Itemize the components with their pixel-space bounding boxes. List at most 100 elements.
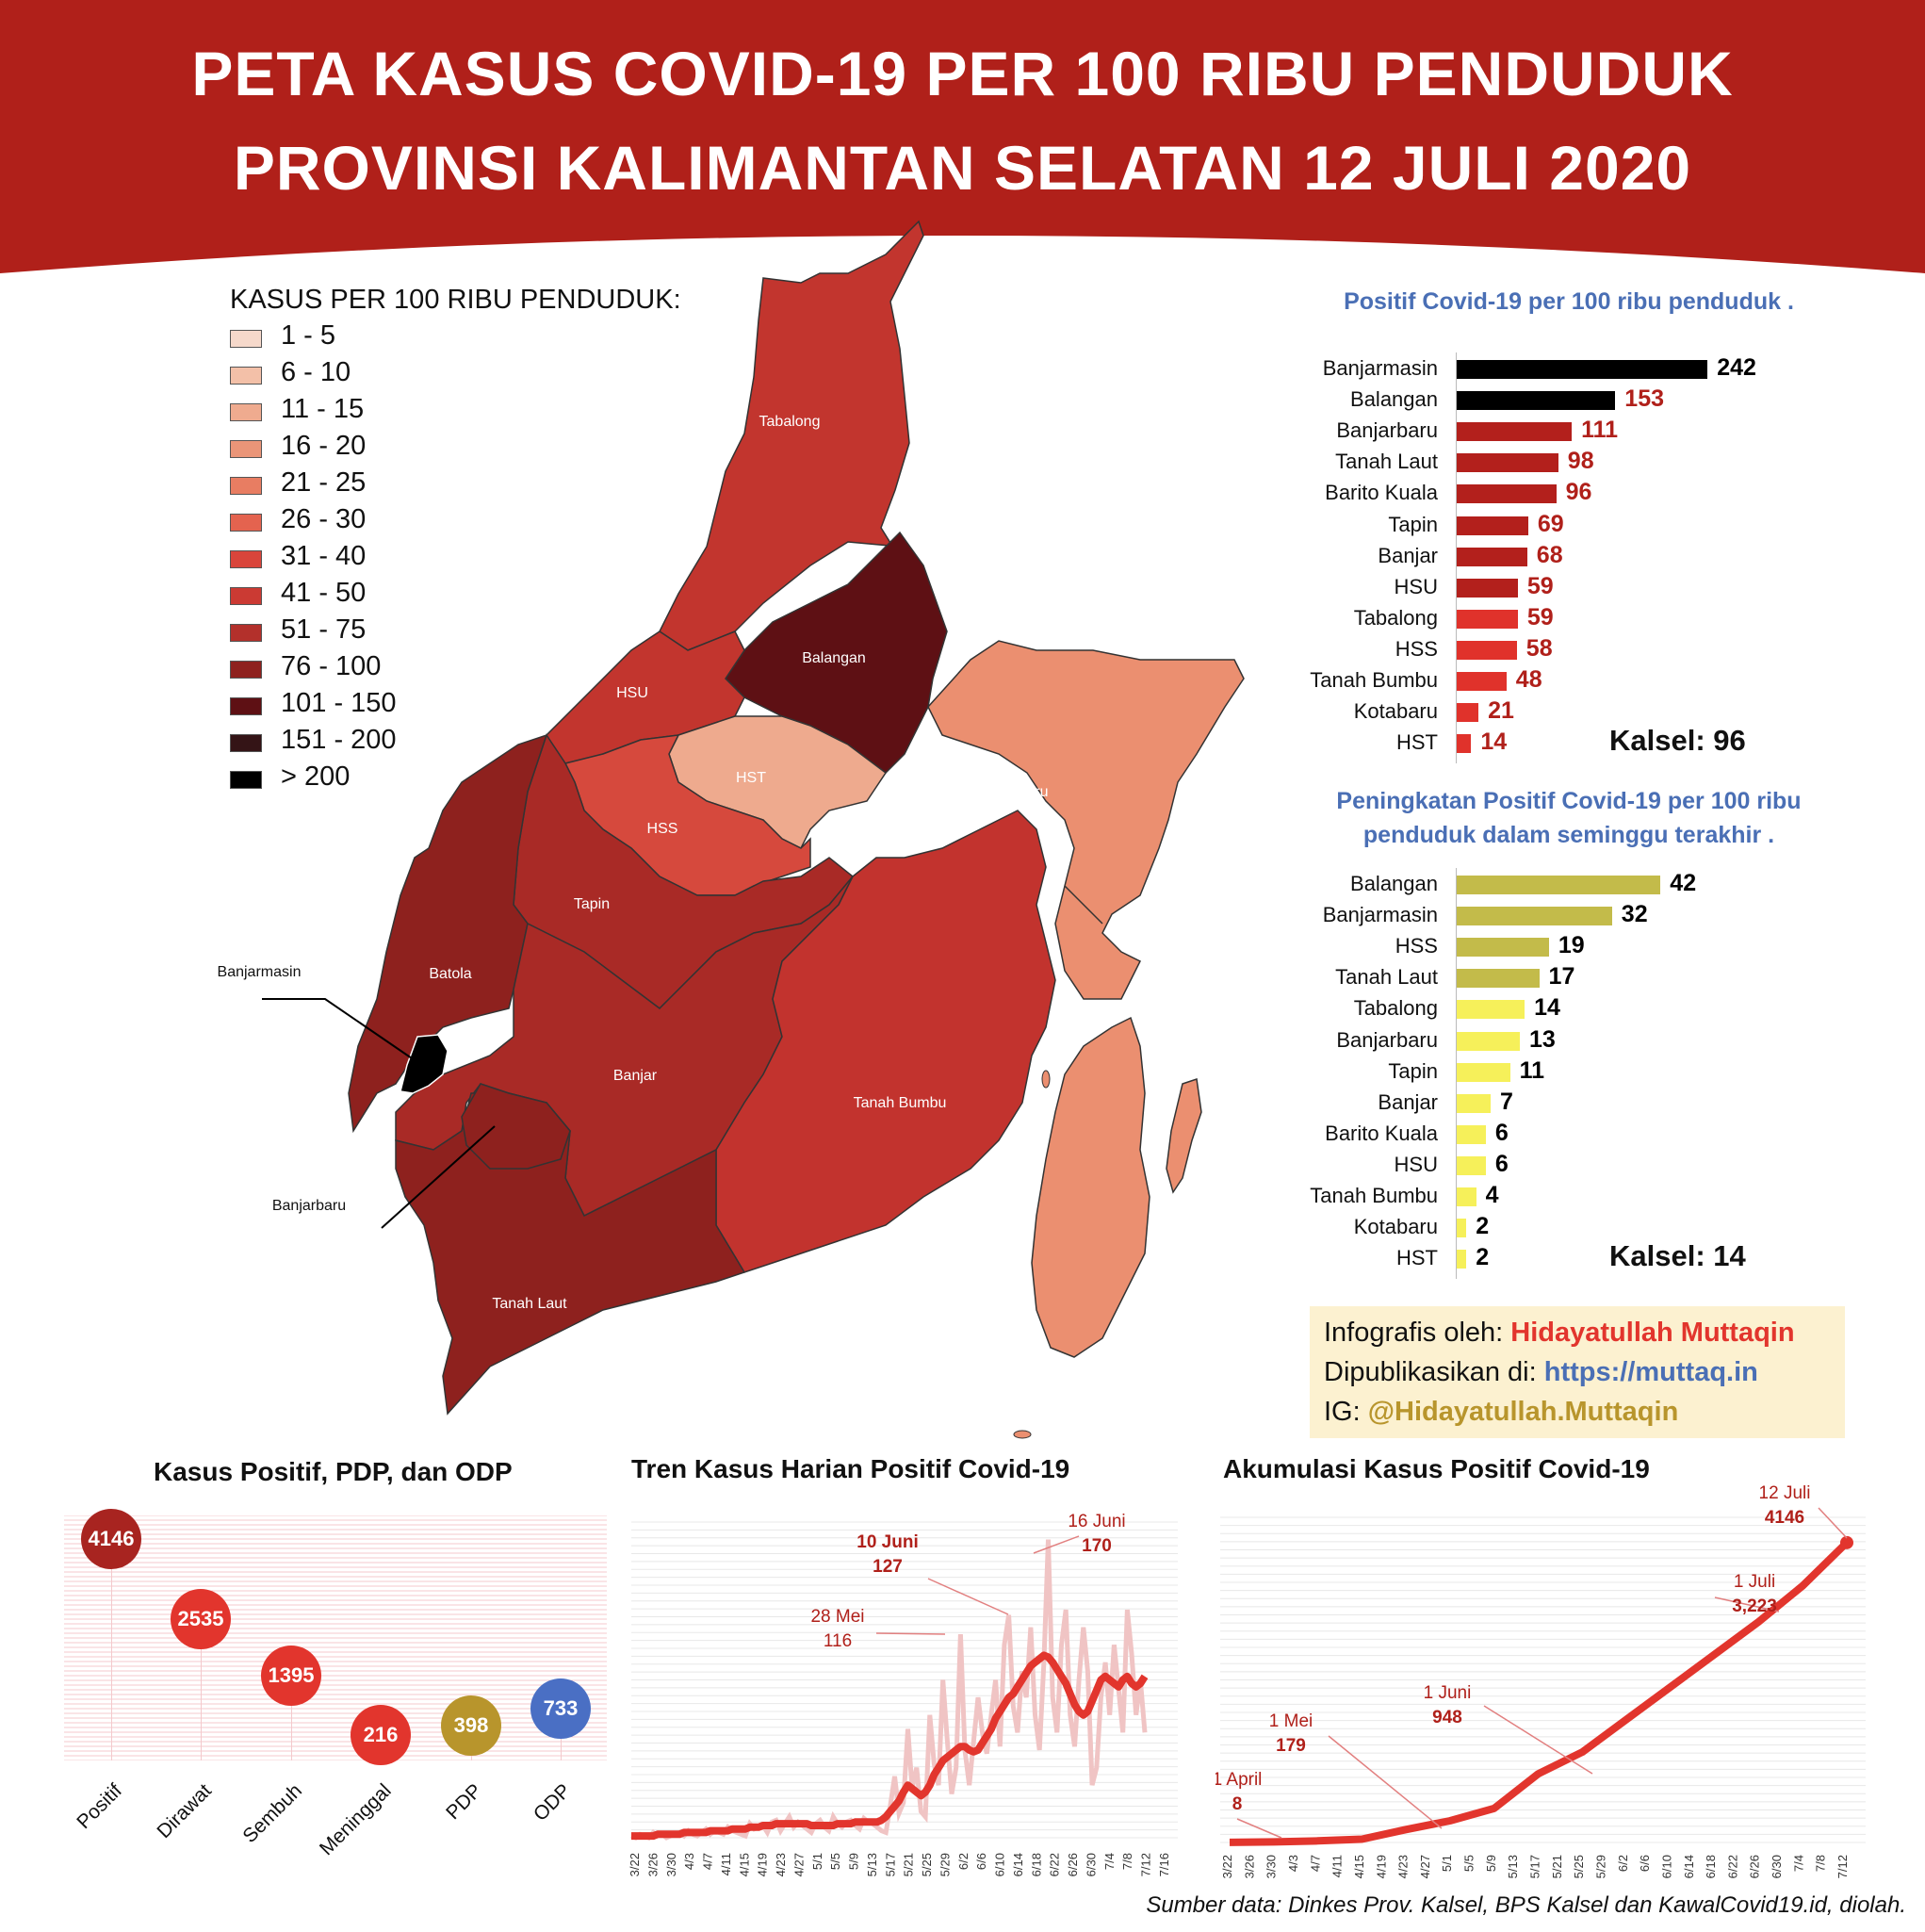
legend-label: 11 - 15	[281, 394, 365, 424]
legend-label: 51 - 75	[281, 614, 367, 645]
bar-label: HSS	[1395, 636, 1438, 661]
bar	[1457, 484, 1557, 504]
bar	[1457, 422, 1573, 442]
bar-value: 58	[1525, 634, 1553, 662]
bar-value: 59	[1526, 603, 1554, 630]
bar-label: Banjarbaru	[1336, 418, 1438, 443]
x-tick-label: 4/23	[1396, 1855, 1411, 1878]
bar	[1457, 734, 1472, 754]
region-tanah-bumbu[interactable]	[715, 810, 1056, 1273]
region-banjarbaru[interactable]	[461, 1083, 571, 1170]
x-tick-label: 5/9	[847, 1853, 861, 1870]
bar-label: HSU	[1394, 574, 1438, 598]
bar-label: Balangan	[1350, 387, 1438, 412]
x-tick-label: 6/6	[974, 1853, 988, 1870]
bar	[1457, 547, 1527, 566]
map-label-tabalong: Tabalong	[759, 414, 821, 430]
bar-value: 21	[1488, 697, 1514, 725]
legend-label: > 200	[281, 761, 351, 792]
bar	[1457, 360, 1708, 379]
map-label-hst: HST	[736, 770, 766, 786]
x-tick-label: 5/5	[1462, 1855, 1476, 1872]
bar-label: Balangan	[1350, 872, 1438, 895]
bar	[1457, 1219, 1467, 1238]
annotation-leader	[1033, 1535, 1080, 1554]
bar-label: Kotabaru	[1353, 699, 1438, 724]
positif-chart-title: Positif Covid-19 per 100 ribu penduduk .	[1344, 288, 1794, 315]
annotation-date: 1 Juli	[1734, 1572, 1775, 1592]
annotation-value: 8	[1232, 1794, 1243, 1814]
daily-trend-title: Tren Kasus Harian Positif Covid-19	[631, 1454, 1070, 1483]
region-kotabaru[interactable]	[927, 640, 1245, 1000]
legend-label: 26 - 30	[281, 504, 367, 534]
bar	[1457, 672, 1507, 691]
bar-value: 98	[1567, 448, 1594, 475]
bar-value: 17	[1548, 963, 1575, 991]
bar-label: Tabalong	[1353, 605, 1438, 630]
map-label-banjarmasin: Banjarmasin	[218, 964, 302, 980]
bar-label: Barito Kuala	[1325, 1121, 1438, 1145]
publish-url-link[interactable]: https://muttaq.in	[1543, 1357, 1758, 1387]
annotation-value: 170	[1082, 1536, 1112, 1556]
bar-label: HST	[1396, 730, 1438, 755]
bar	[1457, 1000, 1525, 1020]
region-kotabaru-island[interactable]	[1031, 1016, 1150, 1358]
annotation-date: 1 Mei	[1269, 1711, 1313, 1731]
x-tick-label: 5/17	[883, 1853, 897, 1876]
bar-label: Tapin	[1388, 512, 1438, 536]
credit-box: Infografis oleh: Hidayatullah Muttaqin D…	[1310, 1306, 1845, 1438]
credit-line-publish: Dipublikasikan di: https://muttaq.in	[1324, 1357, 1758, 1387]
legend-label: 21 - 25	[281, 467, 367, 498]
map-label-hsu: HSU	[616, 685, 648, 701]
annotation-value: 127	[873, 1557, 903, 1577]
legend-swatch	[230, 587, 262, 605]
annotation-leader	[1483, 1705, 1593, 1775]
legend-swatch	[230, 697, 262, 715]
region-kotabaru-islet[interactable]	[1166, 1078, 1202, 1194]
bar-value: 42	[1670, 870, 1697, 896]
annotation-leader	[1328, 1735, 1443, 1829]
x-tick-label: 5/13	[865, 1853, 879, 1876]
bubble-odp: 733	[530, 1678, 591, 1739]
map-label-banjarbaru: Banjarbaru	[272, 1198, 346, 1214]
cumulative-end-point	[1840, 1535, 1853, 1549]
bar	[1457, 703, 1479, 723]
x-tick-label: 5/21	[1550, 1855, 1564, 1878]
x-tick-label: 5/25	[1572, 1855, 1586, 1878]
x-tick-label: 7/8	[1120, 1853, 1134, 1870]
x-tick-label: 5/1	[1440, 1855, 1454, 1872]
x-tick-label: 3/30	[1264, 1855, 1279, 1878]
x-tick-label: 4/7	[701, 1853, 715, 1870]
x-tick-label: 5/13	[1506, 1855, 1520, 1878]
x-tick-label: 7/12	[1835, 1855, 1850, 1878]
map-label-balangan: Balangan	[802, 650, 866, 666]
bubble-chart-grid	[64, 1515, 607, 1760]
bar-label: Banjarbaru	[1336, 1027, 1438, 1052]
x-tick-label: 5/25	[920, 1853, 934, 1876]
legend-label: 41 - 50	[281, 578, 367, 608]
bubble-category-label: Meninggal	[315, 1779, 396, 1860]
bubble-stem	[291, 1676, 292, 1760]
x-tick-label: 7/16	[1157, 1853, 1171, 1876]
ig-handle-link[interactable]: @Hidayatullah.Muttaqin	[1367, 1397, 1679, 1427]
bar	[1457, 1250, 1467, 1269]
bar-axis	[1456, 352, 1457, 764]
daily-trend-chart: 3/22 3/26 3/30 4/3 4/7 4/11 4/15 4/19 4/23 4/27 5/…	[628, 1512, 1178, 1876]
bar	[1457, 969, 1540, 989]
annotation-value: 116	[824, 1631, 852, 1651]
bar-value: 14	[1534, 994, 1560, 1022]
bar-axis	[1456, 868, 1457, 1280]
x-tick-label: 4/19	[756, 1853, 770, 1876]
legend-label: 31 - 40	[281, 541, 367, 571]
bar	[1457, 1187, 1476, 1206]
region-banjarmasin[interactable]	[400, 1034, 449, 1094]
bar-value: 242	[1717, 354, 1756, 381]
bar-value: 13	[1528, 1025, 1556, 1053]
bar-label: Kotabaru	[1353, 1215, 1438, 1239]
legend-swatch	[230, 734, 262, 752]
x-tick-label: 6/18	[1704, 1855, 1718, 1878]
bar-label: HST	[1396, 1246, 1438, 1270]
bar-value: 153	[1624, 385, 1665, 413]
bar-value: 2	[1476, 1213, 1490, 1240]
annotation-date: 1 April	[1215, 1770, 1262, 1790]
